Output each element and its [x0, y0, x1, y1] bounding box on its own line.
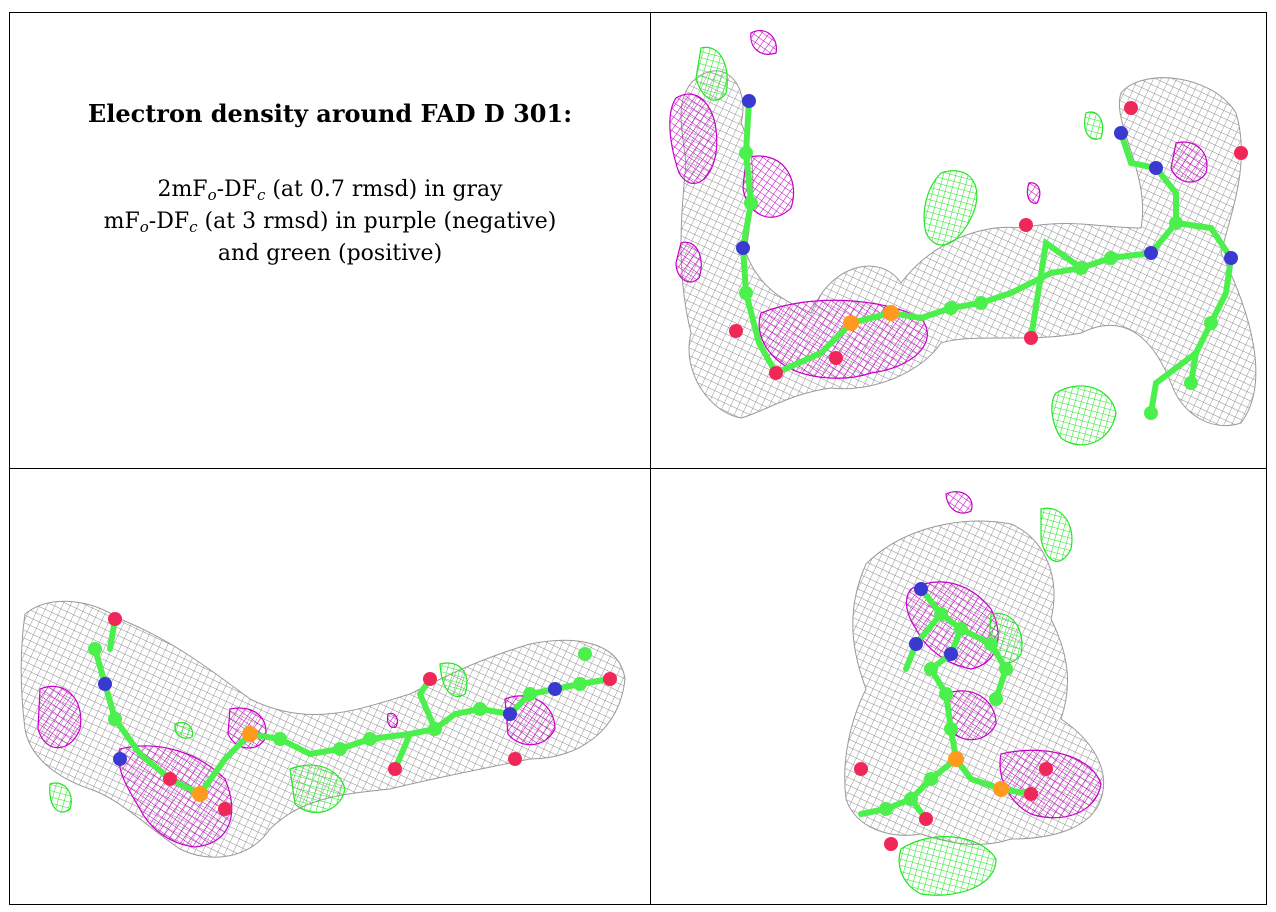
mesh-positive — [1040, 507, 1073, 562]
mesh-positive — [289, 764, 346, 813]
table-divider-horizontal — [10, 468, 1266, 469]
mesh-positive — [923, 170, 978, 246]
mesh-negative — [669, 93, 718, 184]
figure-title: Electron density around FAD D 301: — [87, 99, 573, 128]
mesh-negative — [999, 749, 1102, 819]
density-view-3 — [651, 469, 1268, 906]
mesh-positive — [898, 836, 997, 896]
figure-table: Electron density around FAD D 301: 2mFo-… — [9, 12, 1267, 905]
density-render-3 — [844, 491, 1105, 896]
caption-cell: Electron density around FAD D 301: 2mFo-… — [10, 13, 650, 468]
mesh-positive — [49, 782, 72, 813]
mesh-negative — [675, 241, 702, 283]
density-render-2 — [20, 600, 626, 858]
ligand-atoms — [88, 612, 617, 816]
mesh-positive — [1084, 111, 1104, 140]
mesh-negative — [945, 690, 997, 741]
mesh-positive — [1051, 385, 1117, 446]
mesh-negative — [750, 30, 778, 55]
density-view-2 — [10, 469, 650, 906]
mesh-negative — [945, 491, 973, 514]
density-render-1 — [669, 30, 1257, 446]
density-view-1 — [651, 13, 1268, 468]
legend-line-positive: and green (positive) — [217, 241, 443, 266]
mesh-negative — [118, 745, 233, 848]
ligand-atoms — [854, 582, 1053, 851]
caption-block: Electron density around FAD D 301: 2mFo-… — [10, 99, 650, 270]
legend-line-2fofc: 2mFo-DFc (at 0.7 rmsd) in gray — [157, 177, 503, 204]
mesh-negative — [1026, 182, 1041, 204]
mesh-positive — [695, 46, 728, 101]
ligand-atoms — [729, 94, 1248, 420]
table-divider-vertical — [650, 13, 651, 904]
legend-line-fofc: mFo-DFc (at 3 rmsd) in purple (negative) — [103, 209, 557, 236]
mesh-positive — [439, 662, 468, 698]
mesh-positive — [174, 721, 194, 739]
mesh-negative — [386, 712, 399, 728]
mesh-negative — [37, 685, 82, 749]
mesh-negative — [1170, 141, 1208, 183]
